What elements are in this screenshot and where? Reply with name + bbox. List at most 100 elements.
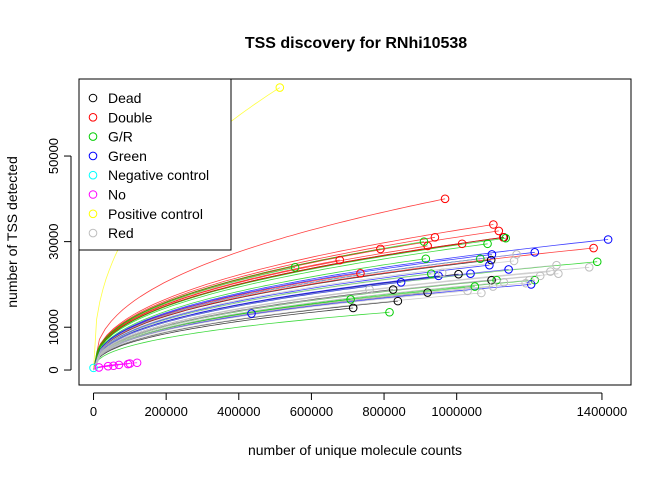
data-point — [440, 194, 450, 204]
data-point — [546, 267, 555, 276]
data-point — [512, 250, 521, 259]
fit-curve — [93, 236, 435, 371]
fit-curve — [93, 258, 426, 371]
data-point — [603, 235, 613, 244]
legend-label: Double — [108, 109, 153, 125]
legend-label: Red — [108, 225, 134, 241]
legend-label: Green — [108, 148, 147, 164]
y-tick-label: 10000 — [46, 309, 61, 345]
data-point — [348, 303, 358, 313]
data-point — [103, 361, 113, 371]
data-point — [592, 257, 602, 267]
fit-curve — [93, 264, 557, 371]
fit-curve — [93, 272, 443, 371]
data-point — [486, 255, 496, 265]
data-point — [494, 226, 504, 236]
data-point — [499, 277, 509, 287]
data-point — [423, 288, 432, 297]
data-points — [89, 83, 613, 373]
data-point — [535, 271, 545, 281]
fit-curve — [93, 239, 609, 371]
legend-marker — [88, 151, 98, 161]
y-axis: 0 10000 30000 50000 — [46, 138, 72, 374]
x-tick-label: 1400000 — [577, 404, 628, 419]
data-point — [454, 269, 463, 279]
data-point — [388, 285, 398, 294]
fit-curve — [93, 241, 425, 371]
legend-marker — [88, 228, 98, 238]
data-point — [530, 248, 540, 257]
fit-curve — [93, 273, 559, 371]
fit-curve — [93, 266, 296, 371]
legend-label: Negative control — [108, 167, 209, 183]
legend-label: Dead — [108, 90, 141, 106]
data-point — [554, 269, 563, 279]
data-point — [487, 250, 497, 259]
x-axis-label: number of unique molecule counts — [248, 442, 462, 458]
fit-curve — [93, 230, 499, 371]
fit-curve — [93, 224, 494, 371]
x-tick-label: 400000 — [217, 404, 260, 419]
data-point — [483, 239, 492, 249]
data-point — [589, 243, 598, 253]
fit-curve — [93, 292, 482, 371]
legend-label: G/R — [108, 129, 133, 145]
legend-marker — [88, 190, 98, 199]
fit-curve — [93, 290, 468, 371]
data-point — [437, 268, 447, 278]
data-point — [584, 263, 594, 272]
data-point — [89, 363, 98, 373]
y-axis-label: number of TSS detected — [4, 156, 20, 308]
fit-curve — [93, 284, 532, 371]
x-tick-label: 200000 — [144, 404, 187, 419]
data-point — [356, 268, 365, 278]
data-point — [475, 254, 485, 264]
data-point — [396, 277, 406, 287]
data-point — [463, 286, 472, 296]
legend-marker — [88, 209, 98, 219]
data-point — [485, 260, 494, 270]
fit-curve — [93, 275, 439, 371]
fit-curve — [93, 307, 354, 371]
data-point — [114, 360, 124, 370]
legend-marker — [88, 113, 98, 122]
data-point — [421, 254, 431, 264]
fit-curve — [93, 311, 390, 371]
data-point — [94, 363, 104, 372]
data-point — [419, 237, 429, 246]
data-point — [290, 263, 300, 272]
data-point — [247, 309, 256, 318]
data-point — [526, 280, 536, 289]
data-point — [488, 282, 498, 291]
fit-curve — [93, 281, 504, 371]
data-point — [457, 239, 467, 249]
fit-curve — [93, 247, 594, 371]
legend-marker — [88, 93, 98, 103]
data-point — [376, 244, 385, 254]
data-point — [393, 296, 403, 306]
x-tick-label: 0 — [90, 404, 97, 419]
data-point — [335, 255, 345, 265]
legend: Dead Double G/R Green Negative control No Posi… — [78, 78, 232, 251]
x-axis: 0 200000 400000 600000 800000 1000000 1400000 — [90, 392, 628, 419]
data-point — [385, 307, 394, 317]
data-point — [525, 275, 534, 285]
data-point — [477, 288, 486, 298]
legend-label: No — [108, 187, 126, 203]
x-tick-label: 1000000 — [431, 404, 482, 419]
x-tick-label: 600000 — [290, 404, 333, 419]
fit-curve — [93, 237, 506, 371]
y-tick-label: 30000 — [46, 224, 61, 260]
legend-label: Positive control — [108, 206, 203, 222]
data-point — [275, 83, 285, 92]
data-point — [470, 282, 480, 291]
x-tick-label: 800000 — [362, 404, 405, 419]
data-point — [501, 233, 511, 243]
fit-curve — [93, 264, 490, 371]
fit-curve — [93, 198, 446, 371]
fit-curve — [93, 243, 488, 371]
y-tick-label: 0 — [46, 366, 61, 373]
chart-title: TSS discovery for RNhi10538 — [245, 35, 467, 52]
data-point — [552, 260, 561, 270]
